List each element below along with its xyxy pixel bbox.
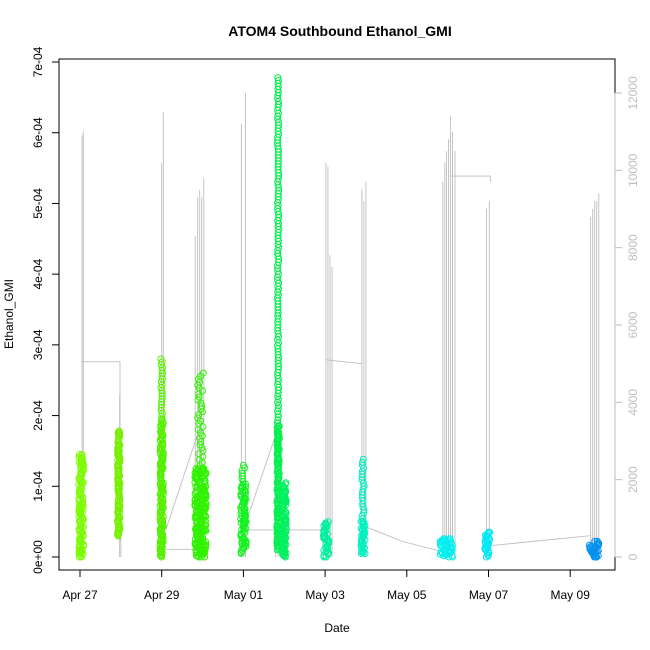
y2-tick-label: 6000 <box>626 311 640 338</box>
y2-tick-label: 12000 <box>626 76 640 110</box>
data-point <box>199 447 207 455</box>
x-tick-label: May 03 <box>305 588 345 602</box>
flight-points <box>156 355 167 561</box>
y-tick-label: 5e-04 <box>31 188 45 219</box>
flight-points <box>191 369 210 561</box>
data-point <box>195 450 203 458</box>
data-point <box>359 458 366 466</box>
y2-tick-label: 4000 <box>626 389 640 416</box>
chart-title: ATOM4 Southbound Ethanol_GMI <box>228 23 451 39</box>
y-tick-label: 7e-04 <box>31 46 45 77</box>
flight-points <box>320 518 333 561</box>
data-point <box>198 402 206 410</box>
y2-tick-label: 2000 <box>626 466 640 493</box>
data-point <box>195 393 203 401</box>
data-point <box>78 451 86 458</box>
data-point <box>282 487 290 495</box>
data-point <box>591 537 599 545</box>
y2-tick-label: 10000 <box>626 153 640 187</box>
flight-points <box>237 461 250 557</box>
data-point <box>594 539 602 547</box>
y2-tick-label: 8000 <box>626 234 640 261</box>
y-axis-left: 0e+00 1e-04 2e-04 3e-04 4e-04 5e-04 6e-04 7e-04 <box>31 46 60 574</box>
data-point <box>240 461 247 469</box>
x-axis-label: Date <box>324 621 350 635</box>
data-point <box>324 518 332 526</box>
y-axis-right: 0 2000 4000 6000 8000 10000 12000 <box>614 76 640 560</box>
altitude-connector <box>492 535 591 546</box>
flight-points <box>436 535 456 561</box>
y-tick-label: 2e-04 <box>31 400 45 431</box>
data-point <box>76 451 83 458</box>
data-point <box>115 427 123 435</box>
altitude-connector <box>449 175 491 182</box>
x-axis: Apr 27 Apr 29 May 01 May 03 May 05 May 07 May … <box>62 569 591 602</box>
flight-points <box>357 455 369 557</box>
data-point <box>77 455 85 463</box>
data-point <box>274 74 282 82</box>
data-point <box>238 469 246 477</box>
flight-points <box>278 479 290 561</box>
y-tick-label: 1e-04 <box>31 471 45 502</box>
data-point <box>194 414 202 422</box>
altitude-connector <box>165 425 201 531</box>
data-point <box>441 546 449 554</box>
data-point <box>238 475 246 483</box>
data-point <box>157 355 165 363</box>
data-point <box>484 552 492 560</box>
y-tick-label: 0e+00 <box>31 540 45 574</box>
x-tick-label: May 07 <box>469 588 509 602</box>
data-point <box>359 455 367 463</box>
x-tick-label: May 01 <box>224 588 264 602</box>
x-tick-label: Apr 27 <box>62 588 98 602</box>
data-point <box>445 536 452 544</box>
flight-points <box>114 427 124 540</box>
y-axis-label: Ethanol_GMI <box>2 279 16 349</box>
y2-tick-label: 0 <box>626 553 640 560</box>
flight-points <box>75 451 88 561</box>
data-point <box>440 535 448 543</box>
data-point <box>275 77 282 84</box>
y-tick-label: 4e-04 <box>31 258 45 289</box>
flight-points <box>481 528 494 561</box>
data-point <box>77 452 85 460</box>
altitude-connector <box>363 525 403 542</box>
altitude-connector <box>326 359 362 365</box>
data-point <box>199 369 207 377</box>
y-tick-label: 6e-04 <box>31 117 45 148</box>
data-point <box>585 541 593 549</box>
data-points-layer <box>75 74 603 561</box>
x-tick-label: May 05 <box>387 588 427 602</box>
data-point <box>486 528 494 536</box>
flight-points <box>585 537 603 561</box>
data-point <box>447 536 454 544</box>
data-point <box>586 543 594 551</box>
x-tick-label: Apr 29 <box>144 588 180 602</box>
altitude-connector <box>80 361 121 542</box>
data-point <box>282 479 290 487</box>
y-tick-label: 3e-04 <box>31 329 45 360</box>
data-point <box>238 482 246 490</box>
flight-points <box>273 74 283 554</box>
plot-frame <box>58 58 616 571</box>
data-point <box>593 537 601 545</box>
x-tick-label: May 09 <box>551 588 591 602</box>
